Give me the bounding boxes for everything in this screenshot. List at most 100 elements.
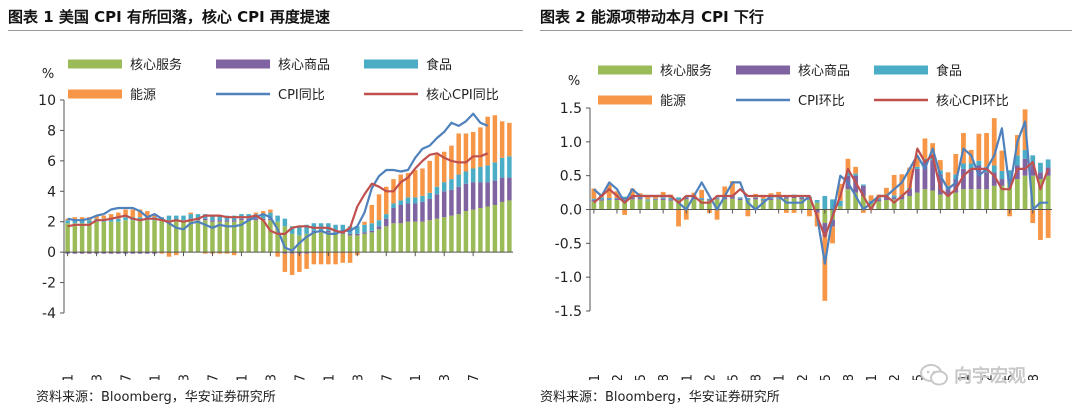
bar-segment xyxy=(807,200,812,210)
bar-segment xyxy=(412,197,418,204)
bar-segment xyxy=(776,191,782,198)
bar-segment xyxy=(166,252,172,257)
bar-segment xyxy=(937,194,943,210)
legend-swatch-bar xyxy=(216,59,270,69)
bar-segment xyxy=(645,200,651,210)
bar-segment xyxy=(224,220,230,222)
bar-segment xyxy=(683,197,689,200)
bar-segment xyxy=(907,167,912,188)
bar-segment xyxy=(478,208,483,253)
bar-segment xyxy=(599,200,604,210)
bar-segment xyxy=(945,195,951,210)
bar-segment xyxy=(210,221,215,253)
bar-segment xyxy=(1007,170,1013,180)
legend-label: 核心服务 xyxy=(660,63,712,79)
bar-segment xyxy=(668,199,674,201)
bar-segment xyxy=(737,198,743,201)
series-line xyxy=(593,147,1050,238)
bar-segment xyxy=(599,197,604,200)
bar-segment xyxy=(976,133,982,161)
bar-segment xyxy=(195,220,201,253)
bar-segment xyxy=(876,197,882,200)
bar-segment xyxy=(907,195,912,210)
bar-segment xyxy=(87,220,92,224)
bar-segment xyxy=(398,223,403,253)
bar-segment xyxy=(384,218,389,227)
x-tick-label: 20-07 xyxy=(293,374,308,380)
bar-segment xyxy=(776,198,782,200)
bar-segment xyxy=(768,198,774,201)
legend-label: 核心CPI同比 xyxy=(426,88,499,103)
bar-segment xyxy=(391,203,396,209)
bar-segment xyxy=(202,218,208,221)
bar-segment xyxy=(1014,165,1020,180)
bar-segment xyxy=(683,199,689,210)
bar-segment xyxy=(953,174,959,180)
x-tick-label: 19-03 xyxy=(177,374,192,380)
bar-segment xyxy=(1030,155,1036,166)
bar-segment xyxy=(152,220,157,253)
x-tick-label: 18-07 xyxy=(120,374,135,380)
bar-segment xyxy=(108,214,114,219)
legend-label: CPI同比 xyxy=(278,88,325,103)
bar-segment xyxy=(499,177,505,202)
bar-segment xyxy=(420,168,425,196)
bar-segment xyxy=(1030,165,1036,176)
bar-segment xyxy=(507,177,512,201)
bar-segment xyxy=(456,214,461,253)
bar-segment xyxy=(891,174,897,196)
bar-segment xyxy=(456,174,461,187)
bar-segment xyxy=(853,166,859,174)
watermark: 向宇宏观 xyxy=(920,362,1026,388)
bar-segment xyxy=(456,186,461,215)
bar-segment xyxy=(699,197,705,200)
bar-segment xyxy=(275,221,280,253)
x-tick-label: 17-11 xyxy=(62,374,77,380)
bar-segment xyxy=(730,181,735,195)
bar-segment xyxy=(434,218,440,253)
bar-segment xyxy=(814,202,820,210)
x-tick-label: 21-11 xyxy=(409,374,424,380)
bar-segment xyxy=(485,116,490,166)
bar-segment xyxy=(333,233,338,253)
x-tick-label: 21-02 xyxy=(888,374,903,380)
bar-segment xyxy=(463,183,469,212)
bar-segment xyxy=(253,220,259,253)
legend-label: 核心CPI环比 xyxy=(936,94,1009,109)
x-tick-label: 22-03 xyxy=(438,374,453,380)
bar-segment xyxy=(914,192,920,210)
legend-label: 能源 xyxy=(130,88,156,103)
bar-segment xyxy=(891,195,897,198)
bar-segment xyxy=(289,226,295,234)
bar-segment xyxy=(268,218,273,221)
bar-segment xyxy=(116,218,121,222)
bar-segment xyxy=(492,204,498,253)
bar-segment xyxy=(807,209,812,217)
bar-segment xyxy=(166,220,172,253)
bar-segment xyxy=(427,220,432,253)
bar-segment xyxy=(899,174,905,195)
bar-segment xyxy=(930,190,936,210)
bar-segment xyxy=(282,252,288,254)
bar-segment xyxy=(1045,159,1051,168)
bar-segment xyxy=(591,201,597,210)
bar-segment xyxy=(231,252,237,256)
bar-segment xyxy=(137,209,143,218)
bar-segment xyxy=(891,197,897,200)
bar-segment xyxy=(622,199,628,210)
bar-segment xyxy=(420,201,425,222)
bar-segment xyxy=(355,235,360,253)
bar-segment xyxy=(591,200,597,202)
bar-segment xyxy=(660,200,666,210)
bar-segment xyxy=(101,215,107,219)
y-tick-label: 10 xyxy=(38,93,56,109)
bar-segment xyxy=(72,217,78,221)
bar-segment xyxy=(159,252,165,254)
bar-segment xyxy=(362,233,367,253)
bar-segment xyxy=(297,253,302,272)
bar-segment xyxy=(691,199,697,210)
right-chart-title: 图表 2 能源项带动本月 CPI 下行 xyxy=(540,8,764,26)
wechat-icon xyxy=(920,364,948,386)
bar-segment xyxy=(1038,172,1043,180)
bar-segment xyxy=(239,220,244,253)
